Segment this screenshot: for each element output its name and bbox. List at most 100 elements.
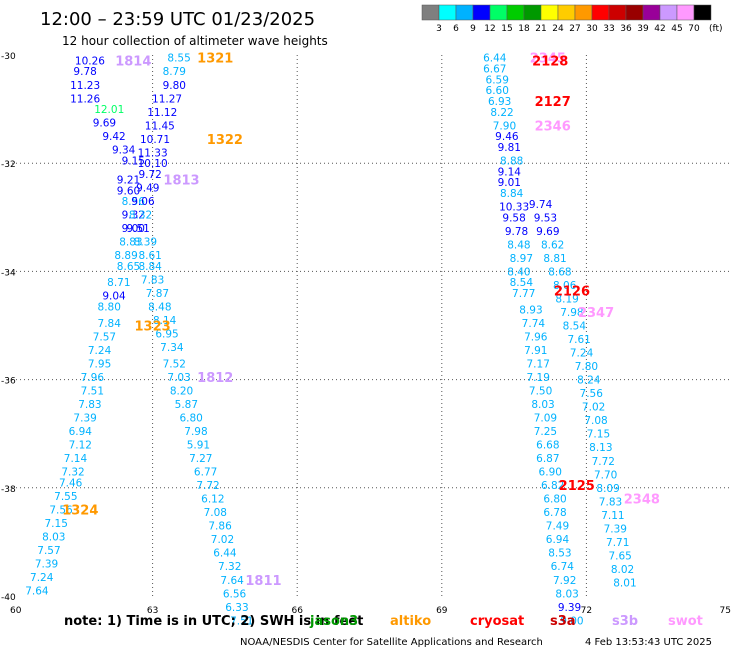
wave-height-value: 9.04: [102, 291, 126, 303]
wave-height-value: 9.74: [529, 199, 553, 211]
wave-height-value: 8.39: [134, 237, 157, 249]
wave-height-value: 7.02: [211, 534, 234, 546]
wave-height-value: 8.48: [148, 302, 171, 314]
wave-height-value: 7.57: [37, 545, 60, 557]
pass-time-label: 1814: [115, 54, 151, 69]
wave-height-value: 8.84: [500, 188, 524, 200]
source-legend-s3b: s3b: [612, 614, 638, 629]
wave-height-value: 11.23: [70, 80, 100, 92]
wave-height-value: 7.74: [522, 318, 546, 330]
wave-height-value: 7.83: [599, 496, 622, 508]
wave-height-value: 11.12: [147, 107, 177, 119]
x-tick-label: 63: [147, 606, 158, 616]
wave-height-value: 8.54: [510, 277, 534, 289]
wave-height-value: 9.49: [136, 183, 159, 195]
wave-height-value: 7.12: [69, 440, 92, 452]
wave-height-value: 9.78: [73, 66, 96, 78]
wave-height-value: 7.39: [604, 523, 627, 535]
footer-timestamp: 4 Feb 13:53:43 UTC 2025: [585, 637, 712, 648]
colorbar-swatch: [659, 4, 678, 21]
wave-height-value: 9.00: [560, 615, 583, 627]
footer-credit: NOAA/NESDIS Center for Satellite Applica…: [240, 637, 543, 648]
pass-time-label: 2348: [624, 493, 660, 508]
wave-height-value: 6.12: [201, 494, 224, 506]
wave-height-value: 9.01: [498, 177, 521, 189]
wave-height-value: 10.71: [140, 134, 170, 146]
wave-height-value: 5.87: [175, 399, 198, 411]
colorbar-swatch: [591, 4, 610, 21]
pass-time-label: 1321: [197, 52, 233, 67]
wave-height-value: 8.65: [117, 261, 140, 273]
wave-height-value: 7.17: [527, 358, 550, 370]
wave-height-value: 7.96: [524, 331, 548, 343]
x-tick-label: 75: [720, 606, 731, 616]
colorbar-swatch: [438, 4, 457, 21]
wave-height-value: 9.06: [131, 196, 155, 208]
wave-height-value: 6.90: [539, 467, 562, 479]
wave-height-value: 9.53: [534, 212, 557, 224]
wave-height-value: 7.14: [64, 453, 88, 465]
wave-height-value: 9.51: [126, 223, 149, 235]
colorbar-tick-label: 15: [501, 24, 512, 34]
wave-height-value: 6.44: [483, 53, 507, 65]
wave-height-value: 6.74: [551, 561, 575, 573]
wave-height-value: 7.25: [534, 426, 557, 438]
wave-height-value: 9.00: [122, 223, 145, 235]
source-legend-cryosat: cryosat: [470, 614, 524, 629]
wave-height-value: 10.10: [138, 158, 168, 170]
wave-height-value: 7.24: [88, 345, 112, 357]
colorbar-tick-label: 24: [552, 24, 564, 34]
wave-height-value: 6.80: [543, 494, 566, 506]
wave-height-value: 6.67: [483, 64, 506, 76]
pass-time-label: 2345: [530, 52, 566, 67]
wave-height-value: 5.91: [187, 440, 210, 452]
wave-height-value: 8.32: [129, 210, 152, 222]
wave-height-value: 9.69: [536, 226, 559, 238]
wave-height-value: 7.46: [59, 477, 83, 489]
wave-height-value: 8.93: [519, 304, 542, 316]
x-tick-label: 66: [291, 606, 303, 616]
wave-height-value: 10.33: [499, 201, 529, 213]
wave-height-value: 6.59: [486, 74, 509, 86]
x-tick-label: 69: [436, 606, 448, 616]
colorbar-tick-label: 42: [654, 24, 665, 34]
y-tick-label: -36: [1, 377, 16, 387]
wave-height-value: 7.61: [567, 334, 590, 346]
wave-height-value: 6.60: [486, 85, 509, 97]
colorbar-swatch: [489, 4, 508, 21]
source-legend-altiko: altiko: [390, 614, 431, 629]
wave-height-value: 8.62: [541, 239, 564, 251]
wave-height-value: 7.39: [35, 559, 58, 571]
wave-height-value: 7.90: [493, 120, 516, 132]
pass-time-label: 2346: [535, 119, 571, 134]
wave-height-value: 9.14: [498, 166, 522, 178]
wave-height-value: 7.83: [141, 275, 164, 287]
wave-height-value: 7.32: [61, 467, 84, 479]
wave-height-value: 8.84: [138, 261, 162, 273]
wave-height-value: 7.15: [45, 518, 68, 530]
wave-height-value: 7.64: [25, 586, 49, 598]
x-tick-label: 72: [581, 606, 592, 616]
wave-height-value: 12.01: [94, 104, 124, 116]
wave-height-value: 7.27: [189, 453, 212, 465]
wave-height-value: 7.87: [146, 288, 169, 300]
source-legend-s3a: s3a: [550, 614, 576, 629]
wave-height-value: 8.40: [507, 266, 530, 278]
wave-height-value: 7.24: [30, 572, 54, 584]
wave-height-value: 8.71: [107, 277, 130, 289]
colorbar-tick-label: 6: [453, 24, 459, 34]
wave-height-value: 8.13: [589, 442, 612, 454]
colorbar-swatch: [472, 4, 491, 21]
wave-height-value: 7.56: [49, 504, 73, 516]
pass-time-label: 1813: [163, 173, 199, 188]
wave-height-value: 9.80: [163, 80, 186, 92]
wave-height-value: 11.45: [145, 120, 175, 132]
colorbar-tick-label: 27: [569, 24, 580, 34]
wave-height-value: 8.03: [555, 588, 578, 600]
colorbar-tick-label: 3: [436, 24, 442, 34]
colorbar-tick-label: 12: [484, 24, 495, 34]
wave-height-value: 7.34: [160, 342, 184, 354]
wave-height-value: 7.96: [81, 372, 105, 384]
wave-height-value: 7.11: [601, 510, 624, 522]
